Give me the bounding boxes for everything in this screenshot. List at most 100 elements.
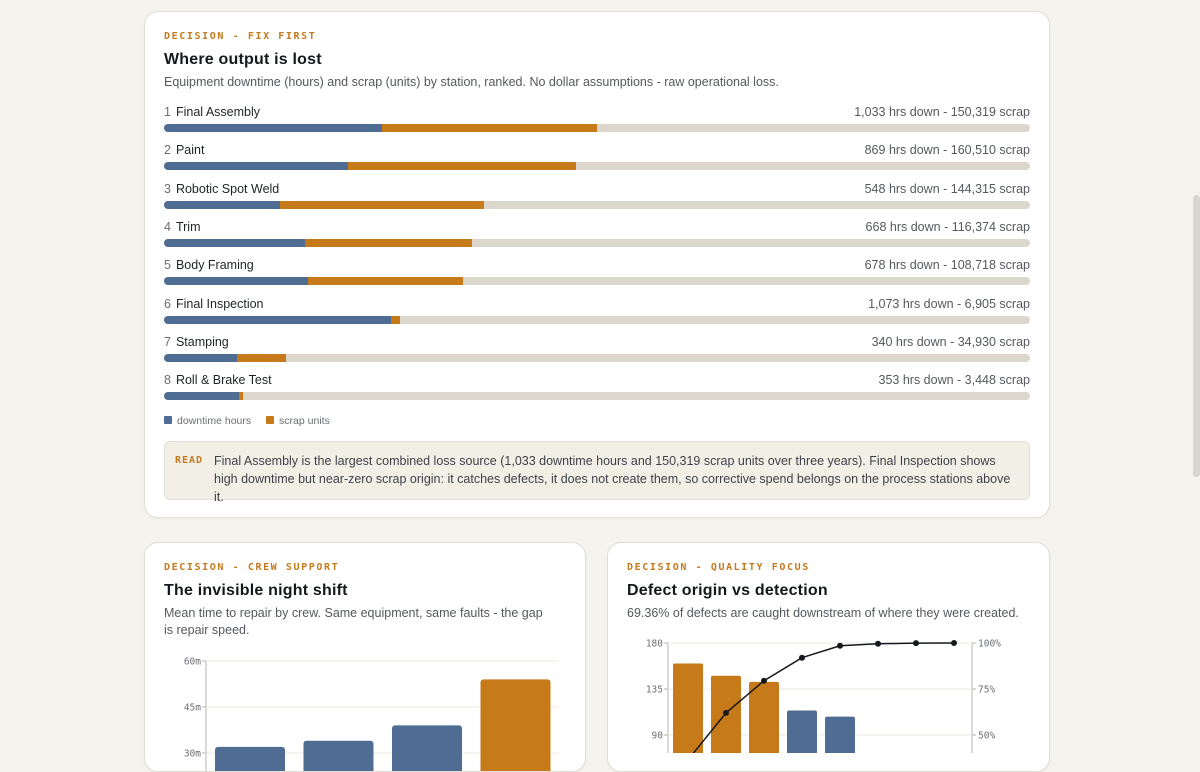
card-subtitle: Equipment downtime (hours) and scrap (un…: [164, 75, 779, 89]
station-rank: 5: [164, 258, 171, 273]
bar: [825, 716, 855, 753]
station-label: 3 Robotic Spot Weld: [164, 182, 279, 196]
station-stat: 668 hrs down - 116,374 scrap: [865, 219, 1030, 234]
loss-bar-track: [164, 315, 1030, 324]
bar: [215, 746, 285, 771]
station-row: 6 Final Inspection 1,073 hrs down - 6,905 …: [164, 297, 1030, 335]
scrap-bar: [280, 200, 484, 209]
station-label: 4 Trim: [164, 220, 200, 234]
legend-label: scrap units: [279, 415, 330, 427]
station-stat: 548 hrs down - 144,315 scrap: [864, 181, 1030, 196]
station-row: 8 Roll & Brake Test 353 hrs down - 3,448 s…: [164, 373, 1030, 411]
cumulative-point: [799, 654, 805, 661]
card-title: The invisible night shift: [164, 582, 348, 599]
downtime-bar: [164, 124, 382, 132]
mttr-bar-chart: 60m 45m 30m: [184, 657, 559, 771]
quality-focus-card: DECISION - QUALITY FOCUS Defect origin v…: [607, 542, 1050, 772]
station-rank: 2: [164, 143, 171, 158]
bar: [787, 710, 817, 753]
downtime-bar: [164, 200, 280, 209]
station-label: 1 Final Assembly: [164, 105, 260, 119]
chart-legend: downtime hours scrap units: [164, 415, 342, 427]
bar: [480, 679, 551, 771]
loss-bar-track: [164, 200, 1030, 209]
card-eyebrow: DECISION - CREW SUPPORT: [164, 562, 340, 573]
downtime-bar: [164, 277, 308, 286]
downtime-bar: [164, 162, 348, 171]
loss-bar-track: [164, 124, 1030, 132]
station-label: 5 Body Framing: [164, 258, 254, 272]
page-scrollbar[interactable]: [1193, 195, 1200, 477]
station-name: Trim: [175, 219, 201, 234]
station-name: Body Framing: [175, 258, 254, 273]
y2-tick-label: 50%: [978, 731, 995, 742]
loss-bar-track: [164, 392, 1030, 401]
station-row: 1 Final Assembly 1,033 hrs down - 150,319 …: [164, 105, 1030, 143]
defect-pareto-chart: 180 135 90 100% 75% 50%: [646, 639, 1001, 753]
y-tick-label: 45m: [184, 703, 201, 714]
station-row: 3 Robotic Spot Weld 548 hrs down - 144,315…: [164, 182, 1030, 220]
loss-bar-track: [164, 277, 1030, 286]
y-tick-label: 180: [646, 639, 663, 650]
scrap-bar: [237, 353, 286, 362]
y2-tick-label: 75%: [978, 685, 995, 696]
station-stat: 869 hrs down - 160,510 scrap: [864, 143, 1030, 158]
y-tick-label: 135: [646, 685, 663, 696]
card-subtitle: Mean time to repair by crew. Same equipm…: [164, 606, 543, 637]
y-tick-label: 90: [652, 731, 664, 742]
read-text: Final Assembly is the largest combined l…: [214, 454, 1011, 504]
station-label: 8 Roll & Brake Test: [164, 373, 272, 387]
station-row: 2 Paint 869 hrs down - 160,510 scrap: [164, 143, 1030, 181]
legend-item-downtime: downtime hours: [164, 415, 251, 427]
card-eyebrow: DECISION - FIX FIRST: [164, 31, 317, 42]
station-rank: 3: [164, 181, 171, 196]
station-stat: 353 hrs down - 3,448 scrap: [878, 373, 1030, 388]
station-stat: 1,033 hrs down - 150,319 scrap: [854, 105, 1030, 119]
station-name: Robotic Spot Weld: [175, 181, 280, 196]
card-title: Where output is lost: [164, 51, 322, 68]
y-tick-label: 30m: [184, 749, 201, 760]
station-rank: 6: [164, 296, 171, 311]
station-row: 7 Stamping 340 hrs down - 34,930 scrap: [164, 335, 1030, 373]
y-tick-label: 60m: [184, 657, 201, 668]
loss-ranking-card: DECISION - FIX FIRST Where output is los…: [144, 11, 1050, 518]
downtime-bar: [164, 392, 239, 401]
scrap-bar: [391, 315, 400, 324]
read-tag: READ: [175, 455, 204, 466]
cumulative-point: [761, 677, 767, 684]
downtime-bar: [164, 315, 391, 324]
cumulative-point: [837, 642, 843, 649]
crew-support-card: DECISION - CREW SUPPORT The invisible ni…: [144, 542, 586, 772]
cumulative-point: [875, 640, 881, 647]
bar: [673, 663, 703, 753]
downtime-bar: [164, 238, 305, 247]
station-stat: 340 hrs down - 34,930 scrap: [871, 334, 1030, 349]
cumulative-point: [913, 640, 919, 647]
scrap-bar: [239, 392, 243, 401]
station-label: 6 Final Inspection: [164, 297, 264, 311]
scrap-bar: [382, 124, 597, 132]
station-name: Stamping: [175, 334, 229, 349]
card-subtitle: 69.36% of defects are caught downstream …: [627, 606, 1019, 620]
station-row: 4 Trim 668 hrs down - 116,374 scrap: [164, 220, 1030, 258]
station-rank: 8: [164, 373, 171, 388]
bar: [303, 740, 374, 771]
legend-label: downtime hours: [177, 415, 252, 427]
station-label: 7 Stamping: [164, 335, 229, 349]
station-name: Final Inspection: [175, 296, 264, 311]
loss-bar-track: [164, 238, 1030, 247]
cumulative-line: [692, 642, 955, 753]
scrap-bar: [348, 162, 576, 171]
station-name: Final Assembly: [175, 105, 261, 119]
cumulative-point: [723, 709, 729, 716]
y2-tick-label: 100%: [978, 639, 1001, 650]
legend-item-scrap: scrap units: [266, 415, 330, 427]
card-eyebrow: DECISION - QUALITY FOCUS: [627, 562, 810, 573]
bar: [749, 681, 779, 753]
station-rank: 4: [164, 219, 171, 234]
station-stat: 1,073 hrs down - 6,905 scrap: [868, 296, 1030, 311]
bar: [392, 725, 462, 771]
scrap-bar: [305, 238, 472, 247]
station-name: Paint: [175, 143, 205, 158]
scrap-bar: [308, 277, 463, 286]
